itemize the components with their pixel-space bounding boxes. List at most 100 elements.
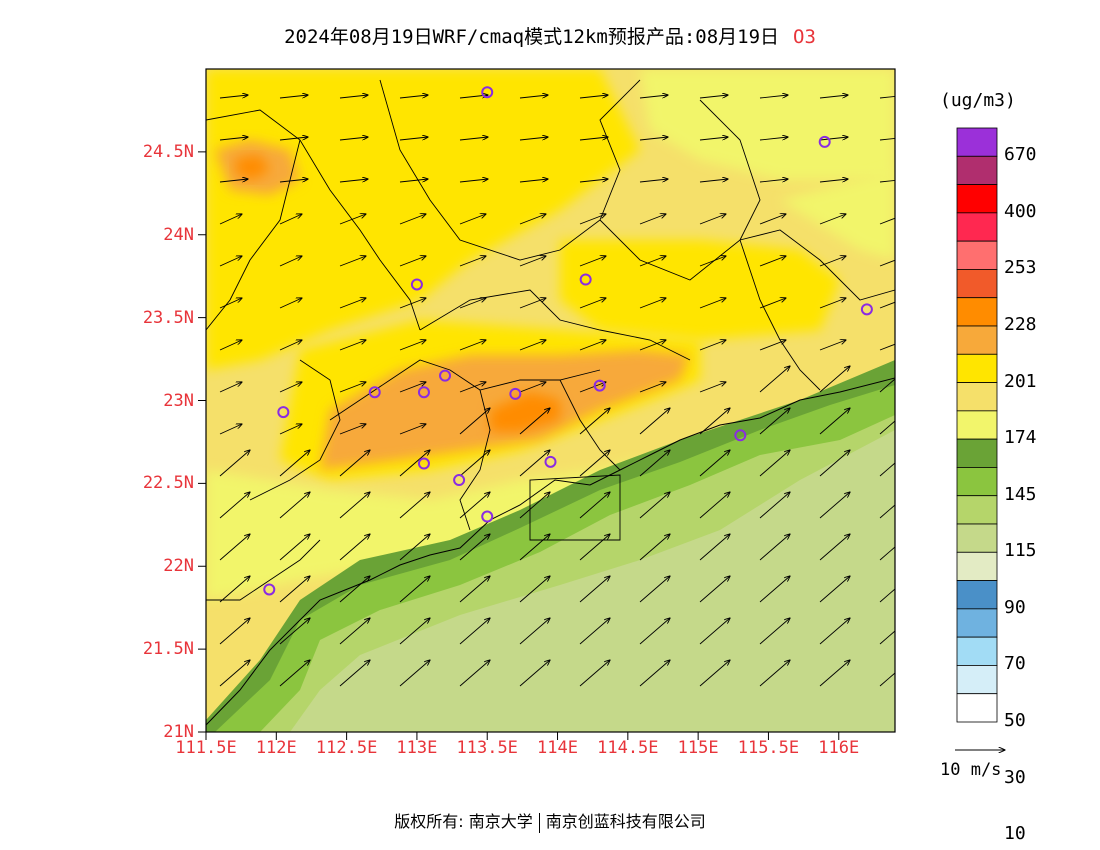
- wind-arrow: [819, 366, 850, 393]
- lat-label: 21N: [163, 722, 194, 742]
- colorbar-swatch: [956, 353, 998, 383]
- station-marker: [544, 455, 557, 468]
- wind-arrow: [759, 534, 790, 561]
- colorbar-swatch: [956, 155, 998, 185]
- wind-arrow: [579, 408, 610, 435]
- wind-arrow: [399, 576, 430, 603]
- wind-arrow: [279, 256, 302, 267]
- wind-arrow: [399, 492, 430, 519]
- wind-arrow: [219, 660, 250, 687]
- wind-arrow: [699, 95, 728, 99]
- colorbar-label: 145: [1004, 483, 1037, 505]
- wind-arrow: [519, 214, 546, 225]
- wind-arrow: [639, 576, 670, 603]
- wind-arrow: [759, 214, 786, 225]
- wind-arrow: [639, 492, 670, 519]
- wind-arrow: [399, 618, 430, 645]
- colorbar-swatch: [956, 127, 998, 157]
- wind-arrow: [219, 95, 248, 99]
- wind-arrow: [279, 618, 310, 645]
- colorbar-label: 115: [1004, 540, 1037, 562]
- wind-arrow: [879, 137, 895, 141]
- wind-arrow: [819, 298, 846, 309]
- wind-arrow: [279, 450, 310, 477]
- boundary-line: [559, 379, 621, 471]
- wind-arrow: [579, 256, 606, 267]
- station-marker: [263, 583, 276, 596]
- wind-arrow: [759, 340, 786, 351]
- wind-arrow: [519, 95, 548, 99]
- wind-arrow: [699, 340, 726, 351]
- wind-arrow: [579, 382, 606, 393]
- wind-arrow: [579, 534, 610, 561]
- wind-arrow: [219, 492, 250, 519]
- station-marker: [481, 86, 494, 99]
- wind-arrow: [459, 298, 486, 309]
- colorbar-swatch: [956, 325, 998, 355]
- wind-arrow: [879, 95, 895, 99]
- colorbar-label: 30: [1004, 766, 1026, 788]
- wind-arrow: [339, 137, 368, 141]
- wind-arrow: [759, 366, 790, 393]
- wind-arrow: [219, 256, 242, 267]
- colorbar-swatch: [956, 382, 998, 412]
- wind-arrow: [879, 672, 895, 687]
- wind-arrow: [219, 450, 250, 477]
- wind-arrow: [879, 179, 895, 183]
- colorbar-label: 10: [1004, 823, 1026, 845]
- wind-arrow: [639, 408, 670, 435]
- lat-label: 21.5N: [142, 639, 194, 660]
- map-title: 2024年08月19日WRF/cmaq模式12km预报产品:08月19日 O3: [284, 26, 816, 48]
- wind-arrow: [219, 298, 242, 309]
- wind-arrow: [519, 298, 546, 309]
- wind-arrow: [459, 340, 486, 351]
- wind-arrow: [519, 450, 550, 477]
- wind-arrow: [219, 534, 250, 561]
- lon-label: 112.5E: [315, 738, 378, 758]
- wind-arrow: [459, 408, 490, 435]
- station-marker: [277, 406, 290, 419]
- wind-arrow: [279, 340, 302, 351]
- boundary-line: [419, 289, 691, 361]
- wind-arrow: [759, 492, 790, 519]
- wind-arrow: [759, 576, 790, 603]
- wind-arrow: [579, 137, 608, 141]
- wind-arrow: [519, 382, 546, 393]
- boundary-line: [699, 99, 761, 241]
- colorbar-swatch: [956, 608, 998, 638]
- colorbar-label: 228: [1004, 314, 1037, 335]
- wind-arrow: [579, 179, 608, 183]
- wind-arrow: [699, 214, 726, 225]
- wind-arrow: [219, 576, 250, 603]
- field-201-core-west: [236, 155, 270, 180]
- wind-arrow: [519, 534, 550, 561]
- wind-arrow: [279, 492, 310, 519]
- wind-arrow: [399, 340, 426, 351]
- lon-label: 114E: [537, 738, 578, 758]
- wind-arrow: [639, 214, 666, 225]
- colorbar-swatch: [956, 438, 998, 468]
- wind-arrow: [399, 660, 430, 687]
- station-marker: [818, 135, 831, 148]
- station-marker: [417, 457, 430, 470]
- wind-arrow: [339, 450, 370, 477]
- station-marker: [579, 273, 592, 286]
- wind-arrow: [339, 576, 370, 603]
- wind-arrow: [339, 618, 370, 645]
- wind-arrow: [879, 588, 895, 603]
- field-145-east: [560, 240, 840, 340]
- wind-arrow: [699, 492, 730, 519]
- wind-arrow: [879, 343, 895, 351]
- colorbar-swatch: [956, 212, 998, 242]
- wind-arrow: [279, 95, 308, 99]
- field-115-south: [206, 460, 640, 600]
- wind-arrow: [399, 137, 428, 141]
- wind-arrow: [519, 179, 548, 183]
- wind-arrow: [819, 534, 850, 561]
- wind-arrow: [639, 256, 666, 267]
- wind-arrow: [639, 137, 668, 141]
- wind-arrow: [699, 137, 728, 141]
- wind-arrow: [519, 340, 546, 351]
- wind-arrow: [639, 179, 668, 183]
